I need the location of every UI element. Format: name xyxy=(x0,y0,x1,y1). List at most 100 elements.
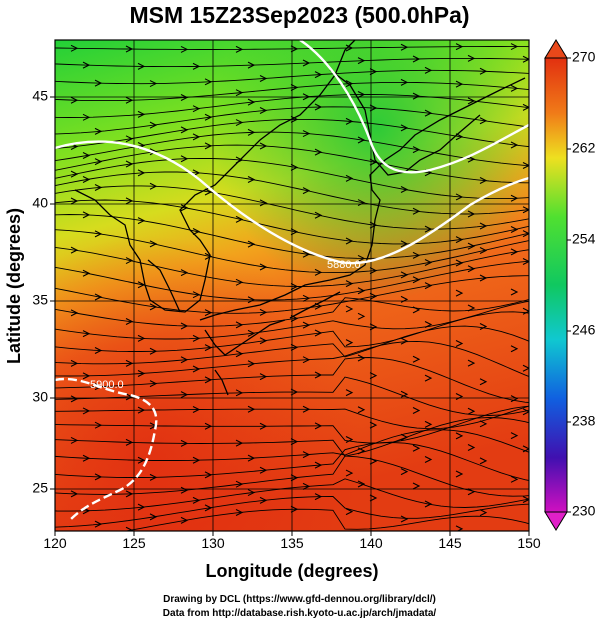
streamline xyxy=(55,199,529,245)
stream-arrow xyxy=(290,282,299,290)
stream-arrow xyxy=(70,395,79,403)
x-tick-label: 125 xyxy=(122,535,146,551)
credit-data-source: Data from http://database.rish.kyoto-u.a… xyxy=(162,608,437,619)
y-axis: 25 30 35 40 45 Latitude (degrees) xyxy=(4,88,55,496)
stream-arrow xyxy=(369,372,378,380)
stream-arrow xyxy=(357,480,366,488)
stream-arrow xyxy=(137,503,146,511)
stream-arrow xyxy=(369,292,378,300)
stream-arrow xyxy=(290,505,299,513)
stream-arrow xyxy=(137,406,146,414)
colorbar-min-arrow xyxy=(544,511,568,531)
stream-arrow xyxy=(149,513,158,521)
stream-arrow xyxy=(467,488,476,496)
stream-arrow xyxy=(302,59,311,67)
stream-arrow xyxy=(510,141,519,149)
y-tick-label: 40 xyxy=(32,195,48,211)
stream-arrow xyxy=(70,170,79,178)
stream-arrow xyxy=(125,257,134,265)
stream-arrow xyxy=(357,406,366,414)
stream-arrow xyxy=(235,89,244,97)
stream-arrow xyxy=(125,438,134,446)
stream-arrow xyxy=(522,364,529,372)
stream-arrow xyxy=(235,439,244,447)
stream-arrow xyxy=(290,228,299,236)
stream-arrow xyxy=(522,230,529,238)
stream-arrow xyxy=(400,515,409,523)
stream-arrow xyxy=(149,121,158,129)
stream-arrow xyxy=(479,457,488,465)
stream-arrow xyxy=(204,309,213,317)
stream-arrow xyxy=(259,142,268,150)
stream-arrow xyxy=(247,454,256,462)
stream-arrow xyxy=(400,124,409,132)
stream-arrow xyxy=(82,269,91,277)
colorbar-label: 238 xyxy=(572,413,596,429)
x-axis: 120 125 130 135 140 145 150 Longitude (d… xyxy=(43,531,541,581)
stream-arrow xyxy=(369,421,378,429)
stream-arrow xyxy=(535,329,541,335)
stream-arrow xyxy=(412,207,421,215)
x-tick-label: 145 xyxy=(438,535,462,551)
stream-arrow xyxy=(412,407,421,415)
stream-arrow xyxy=(369,221,378,229)
stream-arrow xyxy=(137,456,146,464)
stream-arrow xyxy=(424,500,433,508)
stream-arrow xyxy=(94,184,103,192)
stream-arrow xyxy=(125,490,134,498)
streamline xyxy=(55,405,529,444)
colorbar: 270 262 254 246 238 230 xyxy=(544,39,596,531)
stream-arrow xyxy=(511,535,517,541)
streamline xyxy=(55,442,529,481)
grid-lines xyxy=(55,40,529,531)
streamline xyxy=(55,171,529,215)
stream-arrow xyxy=(259,496,268,504)
stream-arrow xyxy=(180,322,189,330)
contour-label-5900: 5900.0 xyxy=(90,379,124,391)
stream-arrow xyxy=(290,45,299,53)
stream-arrow xyxy=(235,119,244,127)
stream-arrow xyxy=(125,526,134,531)
stream-arrow xyxy=(369,267,378,275)
stream-arrow xyxy=(82,175,91,183)
stream-arrow xyxy=(192,406,201,414)
stream-arrow xyxy=(180,356,189,364)
stream-arrow xyxy=(424,282,433,290)
stream-arrow xyxy=(455,236,464,244)
streamline xyxy=(55,478,529,512)
stream-arrow xyxy=(314,148,323,156)
colorbar-label: 246 xyxy=(572,322,596,338)
stream-arrow xyxy=(302,451,311,459)
streamline xyxy=(55,69,529,85)
stream-arrow xyxy=(522,103,529,111)
streamline xyxy=(55,340,529,377)
stream-arrow xyxy=(369,104,378,112)
stream-arrow xyxy=(70,436,79,444)
stream-arrow xyxy=(522,408,529,416)
x-tick-label: 135 xyxy=(280,535,304,551)
stream-arrow xyxy=(235,350,244,358)
stream-arrow xyxy=(455,289,464,297)
stream-arrow xyxy=(149,380,158,388)
streamline xyxy=(55,417,529,457)
stream-arrow xyxy=(522,495,529,503)
stream-arrow xyxy=(479,67,488,75)
stream-arrow xyxy=(302,294,311,302)
stream-arrow xyxy=(345,280,354,288)
stream-arrow xyxy=(345,237,354,245)
streamline xyxy=(55,429,529,461)
stream-arrow xyxy=(424,66,433,74)
streamline xyxy=(55,81,529,102)
streamline xyxy=(55,94,529,118)
streamline xyxy=(55,131,529,167)
streamline xyxy=(55,311,529,352)
stream-arrow xyxy=(290,388,299,396)
streamline xyxy=(55,376,529,416)
stream-arrow xyxy=(290,84,299,91)
stream-arrow xyxy=(204,252,213,260)
stream-arrow xyxy=(510,475,519,483)
y-tick-label: 25 xyxy=(32,480,48,496)
stream-arrow xyxy=(455,133,464,141)
colorbar-label: 270 xyxy=(572,49,596,65)
stream-arrow xyxy=(204,422,213,430)
